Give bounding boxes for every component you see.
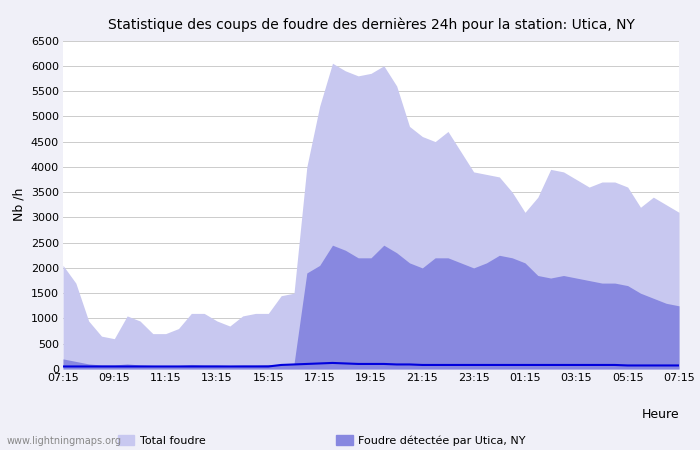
Text: www.lightningmaps.org: www.lightningmaps.org — [7, 436, 122, 446]
Text: Heure: Heure — [641, 409, 679, 421]
Y-axis label: Nb /h: Nb /h — [12, 188, 25, 221]
Title: Statistique des coups de foudre des dernières 24h pour la station: Utica, NY: Statistique des coups de foudre des dern… — [108, 18, 634, 32]
Legend: Total foudre, Moyenne de toutes les stations, Foudre détectée par Utica, NY: Total foudre, Moyenne de toutes les stat… — [118, 435, 526, 450]
